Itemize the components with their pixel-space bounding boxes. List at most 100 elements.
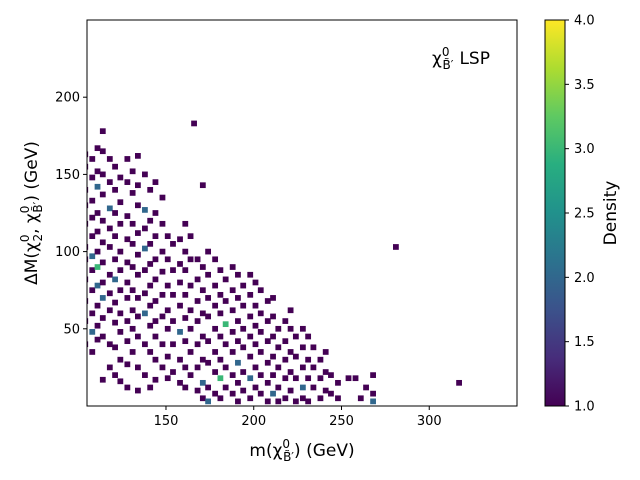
heatmap-cell [292,398,299,405]
heatmap-cell [212,369,219,375]
y-tick-label: 200 [55,91,80,106]
heatmap-cell [129,307,136,314]
heatmap-cell [456,379,462,386]
heatmap-cell [164,233,171,240]
heatmap-cell [282,338,289,345]
heatmap-cell [240,387,247,394]
heatmap-cell [187,256,194,263]
heatmap-cell [152,318,159,324]
heatmap-cell [282,375,289,382]
heatmap-cell [87,298,89,304]
heatmap-cell [217,291,224,298]
heatmap-cell [370,390,376,397]
heatmap-cell [106,290,113,297]
heatmap-cell [124,259,131,266]
heatmap-cell [270,353,276,360]
heatmap-cell [247,353,254,360]
heatmap-cell [270,313,276,320]
heatmap-cell [170,369,176,375]
heatmap-cell [117,248,124,255]
heatmap-cell [129,325,136,332]
heatmap-cell [205,359,211,366]
heatmap-cell [89,253,96,260]
heatmap-cell [99,333,106,340]
heatmap-cell [135,364,141,371]
heatmap-cell [142,171,148,178]
heatmap-cell [142,245,148,252]
heatmap-cell [229,372,236,378]
heatmap-cell [142,341,148,348]
heatmap-cell [257,349,264,355]
heatmap-cell [264,318,271,324]
heatmap-cell [99,171,106,178]
heatmap-cell [129,287,136,294]
heatmap-cell [222,298,229,304]
heatmap-cell [147,217,154,224]
heatmap-cell [282,395,289,402]
colorbar-tick-label: 1.0 [574,400,595,415]
heatmap-cell [164,375,171,382]
heatmap-cell [299,384,306,391]
x-axis-label: m(χ0 B̃′) (GeV) [249,437,354,464]
heatmap-cell [152,256,159,263]
heatmap-cell [222,321,229,328]
heatmap-cell [152,179,159,185]
heatmap-cell [182,315,189,321]
heatmap-cell [305,356,312,363]
heatmap-cell [199,333,206,340]
heatmap-cells [87,120,462,405]
heatmap-cell [99,295,106,301]
heatmap-cell [135,313,141,320]
heatmap-cell [287,307,294,314]
heatmap-cell [147,241,154,247]
heatmap-cell [135,182,141,189]
heatmap-cell [117,174,124,181]
heatmap-cell [152,333,159,340]
x-tick-label: 200 [241,414,266,429]
heatmap-cell [335,395,341,402]
heatmap-cell [89,329,96,335]
heatmap-cell [112,372,118,378]
heatmap-cell [264,379,271,386]
heatmap-cell [99,315,106,321]
heatmap-cell [310,384,317,391]
heatmap-cell [247,395,254,402]
heatmap-cell [235,271,241,278]
heatmap-cell [264,398,271,405]
heatmap-cell [275,364,282,371]
x-tick-label: 250 [329,414,354,429]
heatmap-cell [229,264,236,270]
heatmap-cell [270,333,276,340]
heatmap-cell [170,341,176,348]
colorbar-label: Density [601,181,621,246]
heatmap-cell [89,174,96,181]
heatmap-cell [217,395,224,402]
heatmap-cell [235,338,241,345]
heatmap-cell [112,344,118,351]
heatmap-cell [152,276,159,283]
heatmap-cell [117,356,124,363]
heatmap-cell [135,251,141,258]
heatmap-cell [275,398,282,405]
heatmap-cell [87,163,89,170]
heatmap-cell [292,375,299,382]
heatmap-cell [112,256,118,263]
heatmap-cell [229,329,236,335]
heatmap-cell [159,364,166,371]
colorbar-tick-label: 3.0 [574,142,595,157]
heatmap-cell [135,387,141,394]
heatmap-cell [159,313,166,320]
heatmap-cell [222,384,229,391]
heatmap-cell [135,153,141,159]
heatmap-cell [264,298,271,304]
heatmap-cell [94,302,101,309]
heatmap-cell [229,287,236,294]
heatmap-cell [135,230,141,236]
heatmap-cell [317,395,324,402]
heatmap-cell [164,256,171,263]
heatmap-cell [89,214,96,221]
heatmap-cell [164,307,171,314]
heatmap-cell [205,398,211,405]
heatmap-cell [352,375,359,382]
